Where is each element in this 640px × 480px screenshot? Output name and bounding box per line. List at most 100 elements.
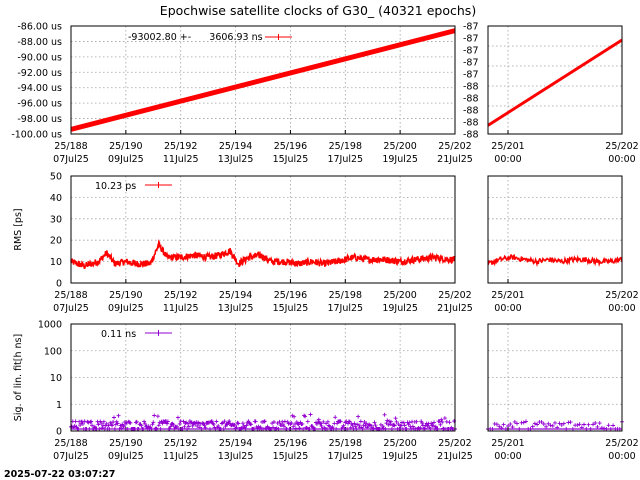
sig-xtick-label: 21Jul25 [437, 451, 473, 462]
clock-xtick-label: 25/192 [164, 141, 197, 152]
rms-xtick-label: 19Jul25 [382, 303, 418, 314]
chart-title: Epochwise satellite clocks of G30_ (4032… [160, 3, 476, 18]
clockzoom-ytick-label: -88 [463, 130, 479, 141]
clock-xtick-label: 25/190 [109, 141, 142, 152]
clock-xtick-label: 19Jul25 [382, 154, 418, 165]
sig-xtick-label: 25/192 [164, 438, 197, 449]
rms-ytick-label: 0 [56, 279, 62, 290]
sig-xtick-label: 11Jul25 [163, 451, 199, 462]
sigzoom-xtick-label: 00:00 [494, 451, 521, 462]
rms-xtick-label: 13Jul25 [218, 303, 254, 314]
rms-legend-label: 10.23 ps [95, 181, 136, 192]
sig-xtick-label: 25/196 [274, 438, 307, 449]
clock-series-line [70, 28, 456, 132]
clockzoom-xtick-label: 25/202 [605, 141, 638, 152]
clock-ytick-label: -94.00 us [17, 83, 62, 94]
clock-xtick-label: 25/200 [383, 141, 416, 152]
rms-xtick-label: 25/194 [219, 290, 252, 301]
rmszoom-xtick-label: 00:00 [608, 303, 635, 314]
clock-xtick-label: 21Jul25 [437, 154, 473, 165]
rmszoom-xtick-label: 25/202 [605, 290, 638, 301]
sig-xtick-label: 17Jul25 [327, 451, 363, 462]
clockzoom-ytick-label: -88 [463, 94, 479, 105]
clockzoom-ytick-label: -87 [463, 46, 479, 57]
clock-ytick-label: -96.00 us [17, 99, 62, 110]
sig-axis-label: Sig. of lin. fit[h ns] [13, 334, 24, 421]
sigzoom-xtick-label: 25/202 [605, 438, 638, 449]
rms-xtick-label: 25/188 [54, 290, 87, 301]
sig-ytick-label: 1000 [38, 320, 62, 331]
rms-zoom-frame [487, 175, 623, 284]
timestamp: 2025-07-22 03:07:27 [4, 469, 115, 480]
rms-xtick-label: 17Jul25 [327, 303, 363, 314]
clockzoom-xtick-label: 25/201 [491, 141, 524, 152]
sig-ytick-label: 1 [56, 400, 62, 411]
clock-xtick-label: 15Jul25 [273, 154, 309, 165]
clockzoom-series-line [487, 38, 623, 127]
clock-ytick-label: -86.00 us [17, 22, 62, 33]
sig-ytick-label: 0 [56, 427, 62, 438]
rms-axis-label: RMS [ps] [13, 208, 24, 250]
clock-ytick-label: -98.00 us [17, 114, 62, 125]
sig-legend-label: 0.11 ns [101, 329, 136, 340]
clockzoom-ytick-label: -87 [463, 34, 479, 45]
rms-ytick-label: 20 [50, 236, 62, 247]
rms-xtick-label: 21Jul25 [437, 303, 473, 314]
clock-xtick-label: 17Jul25 [327, 154, 363, 165]
rms-xtick-label: 25/198 [329, 290, 362, 301]
clock-xtick-label: 25/198 [329, 141, 362, 152]
rmszoom-series-line [487, 253, 623, 268]
clock-ytick-label: -88.00 us [17, 37, 62, 48]
plot-panels: -86.00 us -88.00 us -90.00 us -92.00 us -94.… [11, 22, 638, 463]
clockzoom-ytick-label: -87 [463, 70, 479, 81]
rms-xtick-label: 25/192 [164, 290, 197, 301]
clock-xtick-label: 13Jul25 [218, 154, 254, 165]
rms-main-frame [70, 175, 456, 284]
rms-xtick-label: 07Jul25 [53, 303, 89, 314]
sig-main-frame [70, 323, 456, 432]
sig-xtick-label: 13Jul25 [218, 451, 254, 462]
rms-series-line [70, 239, 456, 270]
sig-xtick-label: 09Jul25 [108, 451, 144, 462]
clock-ytick-label: -92.00 us [17, 68, 62, 79]
clock-xtick-label: 11Jul25 [163, 154, 199, 165]
rms-xtick-label: 11Jul25 [163, 303, 199, 314]
clockzoom-ytick-label: -88 [463, 106, 479, 117]
clock-ytick-label: -100.00 us [11, 130, 62, 141]
clockzoom-ytick-label: -88 [463, 82, 479, 93]
rms-ytick-label: 50 [50, 172, 62, 183]
clockzoom-xtick-label: 00:00 [494, 154, 521, 165]
clockzoom-ytick-label: -87 [463, 22, 479, 33]
rms-ytick-label: 40 [50, 193, 62, 204]
sig-xtick-label: 25/190 [109, 438, 142, 449]
sig-xtick-label: 25/198 [329, 438, 362, 449]
sigzoom-xtick-label: 25/201 [491, 438, 524, 449]
sigzoom-xtick-label: 00:00 [608, 451, 635, 462]
sig-ytick-label: 10 [50, 373, 62, 384]
rmszoom-xtick-label: 00:00 [494, 303, 521, 314]
sig-xtick-label: 25/202 [438, 438, 471, 449]
sig-series-points [69, 412, 457, 431]
clock-xtick-label: 09Jul25 [108, 154, 144, 165]
clock-xtick-label: 07Jul25 [53, 154, 89, 165]
clockzoom-ytick-label: -87 [463, 58, 479, 69]
rms-xtick-label: 09Jul25 [108, 303, 144, 314]
clock-xtick-label: 25/188 [54, 141, 87, 152]
rmszoom-xtick-label: 25/201 [491, 290, 524, 301]
sig-xtick-label: 07Jul25 [53, 451, 89, 462]
sig-xtick-label: 25/200 [383, 438, 416, 449]
clockzoom-xtick-label: 00:00 [608, 154, 635, 165]
rms-xtick-label: 25/190 [109, 290, 142, 301]
sig-ytick-label: 100 [44, 346, 62, 357]
clock-xtick-label: 25/196 [274, 141, 307, 152]
sig-xtick-label: 25/188 [54, 438, 87, 449]
sig-xtick-label: 25/194 [219, 438, 252, 449]
clockzoom-ytick-label: -88 [463, 118, 479, 129]
rms-xtick-label: 25/196 [274, 290, 307, 301]
sig-xtick-label: 15Jul25 [273, 451, 309, 462]
clock-xtick-label: 25/194 [219, 141, 252, 152]
clock-ytick-label: -90.00 us [17, 52, 62, 63]
rms-xtick-label: 25/202 [438, 290, 471, 301]
clock-xtick-label: 25/202 [438, 141, 471, 152]
